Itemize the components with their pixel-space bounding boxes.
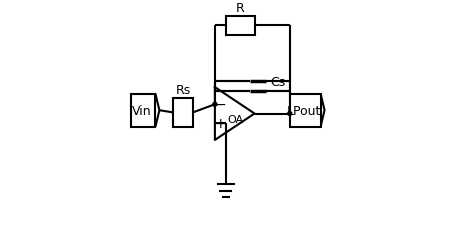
Bar — [226, 16, 254, 36]
Circle shape — [288, 112, 292, 116]
Text: Cs: Cs — [270, 76, 285, 89]
Text: Rs: Rs — [175, 83, 191, 96]
Text: Vin: Vin — [133, 104, 152, 117]
Bar — [290, 94, 320, 127]
Text: OA: OA — [227, 115, 244, 124]
Text: +: + — [214, 116, 226, 130]
Text: R: R — [236, 2, 245, 15]
Bar — [131, 94, 155, 127]
Circle shape — [213, 103, 217, 107]
Bar — [173, 99, 193, 127]
Text: −: − — [214, 98, 226, 112]
Text: LPout: LPout — [286, 104, 321, 117]
